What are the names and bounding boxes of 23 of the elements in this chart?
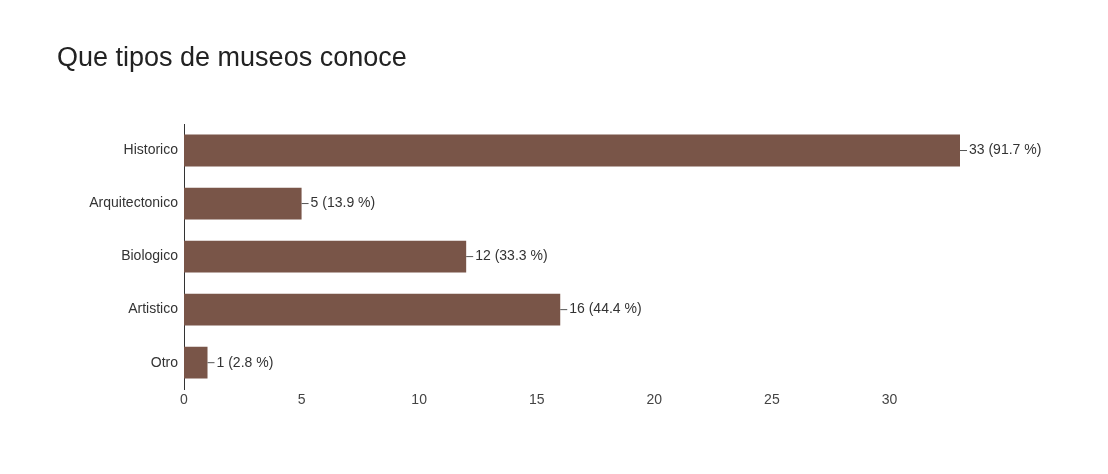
x-tick-label: 20 — [646, 391, 663, 408]
x-tick-label: 15 — [528, 391, 545, 408]
x-tick-label: 5 — [297, 391, 306, 408]
data-label: 12 (33.3 %) — [475, 247, 548, 264]
data-label: 33 (91.7 %) — [969, 141, 1042, 158]
chart-title: Que tipos de museos conoce — [57, 42, 407, 73]
y-tick-label: Biologico — [121, 247, 179, 264]
bar — [184, 134, 960, 167]
data-label: 16 (44.4 %) — [569, 300, 642, 317]
data-label: 1 (2.8 %) — [216, 353, 274, 370]
y-tick-label: Arquitectonico — [89, 194, 179, 211]
x-tick-label: 25 — [764, 391, 780, 408]
x-tick-label: 30 — [881, 391, 898, 408]
bar — [184, 346, 208, 379]
y-tick-label: Artistico — [128, 300, 179, 317]
data-label: 5 (13.9 %) — [310, 194, 376, 211]
x-tick-label: 10 — [411, 391, 428, 408]
y-tick-label: Historico — [123, 141, 179, 158]
x-tick-label: 0 — [180, 391, 189, 408]
bar — [184, 240, 467, 273]
y-tick-label: Otro — [150, 353, 179, 370]
bar — [184, 293, 561, 326]
bar — [184, 187, 302, 220]
